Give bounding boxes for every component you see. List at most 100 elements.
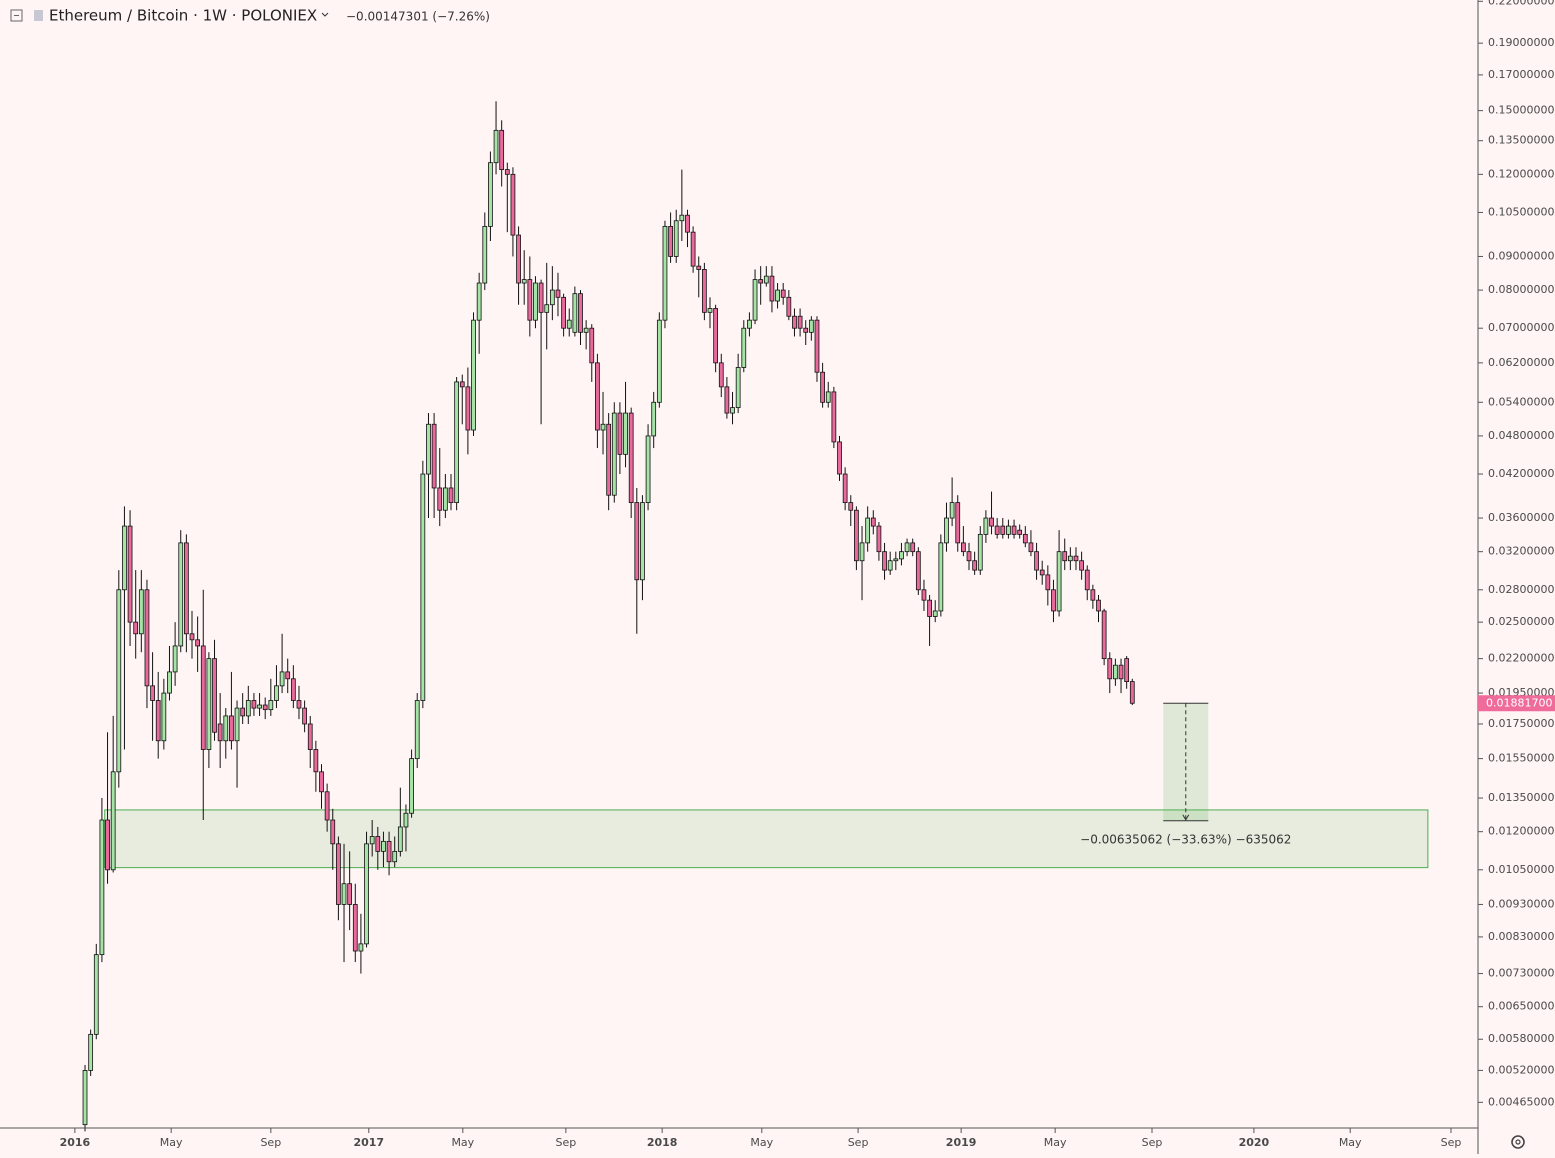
candle-body: [702, 269, 707, 313]
x-tick-label: May: [750, 1136, 773, 1149]
candle-body: [307, 723, 313, 750]
candle-body: [482, 225, 488, 284]
candle-body: [212, 658, 217, 733]
candle-body: [814, 319, 820, 373]
candle-body: [330, 819, 336, 845]
y-tick-label: 0.09000000: [1488, 249, 1554, 262]
candle-body: [1011, 525, 1017, 535]
candle-body: [932, 610, 938, 617]
x-tick-label: May: [1339, 1136, 1362, 1149]
candle-body: [1084, 569, 1090, 591]
candle-body: [1073, 555, 1079, 562]
measure-arrowhead: [1182, 814, 1190, 821]
candle-body: [645, 435, 651, 504]
candle-body: [887, 560, 893, 571]
candle-body: [476, 282, 482, 321]
plot-area: −0.00635062 (−33.63%) −635062: [82, 101, 1429, 1132]
candle-body: [1062, 551, 1068, 562]
candle-body: [504, 169, 510, 175]
candle-body: [797, 315, 803, 329]
candle-body: [93, 954, 99, 1035]
candle-body: [983, 517, 989, 535]
candle-body: [1045, 574, 1051, 591]
price-change: −0.00147301 (−7.26%): [346, 10, 490, 24]
candle-body: [122, 525, 127, 591]
y-tick-label: 0.04800000: [1488, 429, 1554, 442]
candle-body: [533, 282, 538, 321]
candle-body: [640, 502, 645, 581]
candle-body: [893, 558, 899, 562]
collapse-button[interactable]: [10, 9, 23, 22]
candle-body: [251, 700, 257, 709]
candle-body: [927, 599, 932, 617]
y-tick-label: 0.00465000: [1488, 1095, 1554, 1108]
candle-body: [679, 214, 685, 222]
candle-body: [403, 812, 409, 828]
candle-body: [1079, 560, 1084, 571]
candle-body: [555, 289, 561, 298]
candle-body: [578, 293, 583, 333]
candle-body: [566, 319, 572, 329]
candle-body: [741, 327, 747, 368]
candle-body: [448, 487, 454, 504]
candle-body: [110, 771, 116, 871]
candle-body: [465, 386, 471, 431]
candle-body: [290, 678, 296, 701]
y-tick-label: 0.00730000: [1488, 967, 1554, 980]
y-tick-label: 0.22000000: [1488, 0, 1554, 7]
y-tick-label: 0.03600000: [1488, 511, 1554, 524]
candle-body: [1129, 681, 1135, 704]
candle-body: [82, 1070, 88, 1126]
y-tick-label: 0.01050000: [1488, 863, 1554, 876]
candle-body: [493, 129, 499, 164]
candle-body: [600, 423, 606, 431]
y-tick-label: 0.05400000: [1488, 395, 1554, 408]
candle-body: [803, 327, 809, 333]
candle-body: [696, 265, 702, 270]
y-tick-label: 0.00830000: [1488, 930, 1554, 943]
candle-body: [138, 589, 144, 635]
candle-body: [876, 525, 882, 553]
candle-body: [628, 412, 634, 504]
dropdown-icon[interactable]: [321, 12, 329, 17]
y-tick-label: 0.00520000: [1488, 1063, 1554, 1076]
candle-body: [471, 319, 476, 431]
candle-body: [538, 282, 544, 313]
x-tick-label: 2019: [946, 1136, 977, 1149]
candle-body: [431, 423, 437, 489]
candle-body: [347, 883, 353, 905]
candle-body: [245, 700, 251, 717]
chart-title[interactable]: Ethereum / Bitcoin · 1W · POLONIEX: [49, 7, 317, 25]
settings-icon[interactable]: [1511, 1135, 1525, 1149]
candle-body: [977, 533, 983, 571]
candle-body: [437, 487, 443, 511]
candle-body: [319, 771, 324, 793]
candle-body: [200, 645, 206, 750]
candle-body: [611, 412, 617, 496]
y-tick-label: 0.02800000: [1488, 583, 1554, 596]
candle-body: [589, 327, 595, 364]
candle-body: [1006, 525, 1011, 535]
candle-body: [234, 707, 240, 742]
candle-body: [730, 407, 735, 414]
y-tick-label: 0.03200000: [1488, 545, 1554, 558]
candle-body: [240, 707, 246, 717]
candle-body: [994, 525, 1000, 535]
candle-body: [786, 296, 792, 317]
candle-body: [150, 685, 155, 701]
x-tick-label: Sep: [848, 1136, 869, 1149]
candle-body: [155, 700, 161, 742]
candle-body: [183, 542, 189, 635]
candle-body: [99, 819, 105, 956]
candle-body: [1113, 664, 1118, 680]
candle-body: [274, 685, 279, 701]
candle-body: [161, 692, 167, 742]
x-tick-label: Sep: [1142, 1136, 1163, 1149]
candle-body: [488, 162, 493, 227]
candle-body: [718, 362, 724, 388]
candle-body: [397, 826, 403, 852]
candle-body: [127, 525, 133, 623]
y-tick-label: 0.07000000: [1488, 321, 1554, 334]
